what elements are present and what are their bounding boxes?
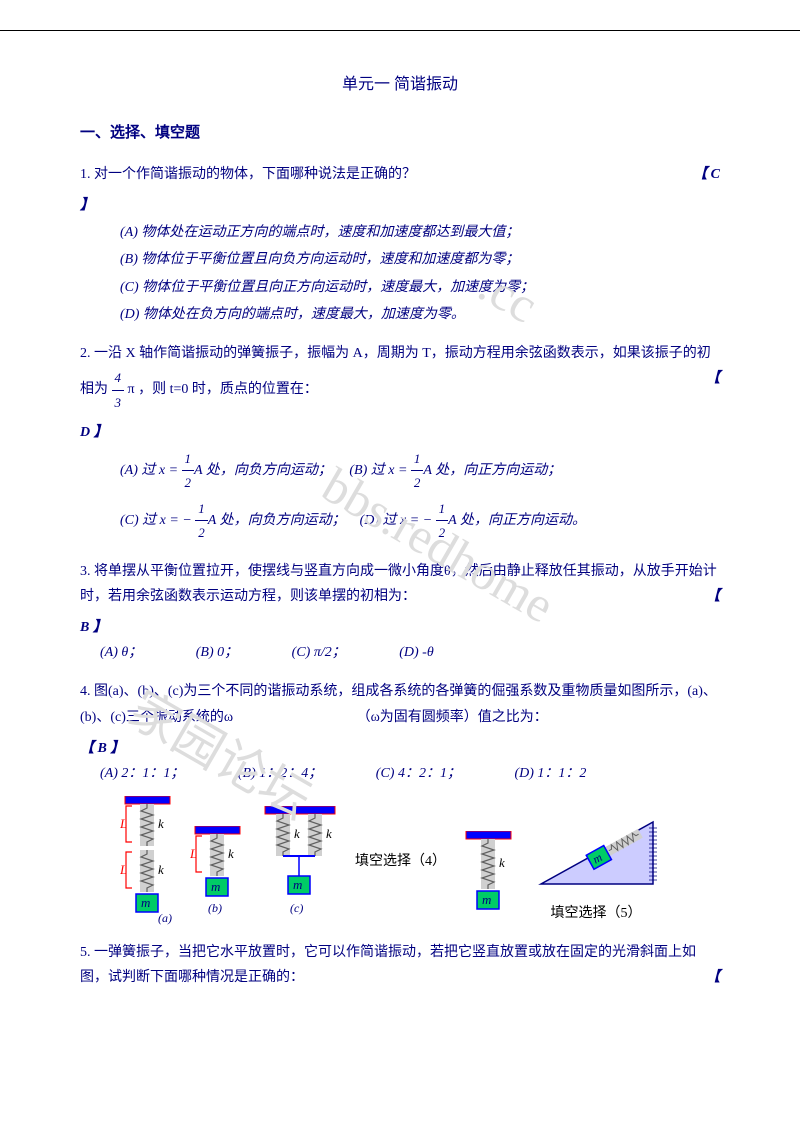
label-k: k	[158, 862, 164, 877]
q3-opt-b: (B) 0；	[196, 640, 238, 665]
q5-answer-bracket: 【	[706, 965, 720, 990]
q2-answer-bracket: 【	[706, 366, 720, 391]
q4-opt-c: (C) 4：2：1；	[376, 761, 461, 786]
q1-options: (A) 物体处在运动正方向的端点时，速度和加速度都达到最大值； (B) 物体位于…	[120, 220, 720, 327]
label-b: (b)	[208, 901, 222, 915]
q4-answer: 【 B 】	[80, 736, 720, 761]
q2-answer-close: D 】	[80, 420, 720, 445]
q3-opt-c: (C) π/2；	[292, 640, 346, 665]
q3-options: (A) θ； (B) 0； (C) π/2； (D) -θ	[100, 640, 720, 665]
question-1: 1. 对一个作简谐振动的物体，下面哪种说法是正确的？ 【 C	[80, 162, 720, 187]
q4-options: (A) 2：1：1； (B) 1：2：4； (C) 4：2：1； (D) 1：1…	[100, 761, 720, 786]
page-title: 单元一 简谐振动	[80, 71, 720, 100]
q1-answer: C	[711, 167, 720, 182]
q1-opt-a: (A) 物体处在运动正方向的端点时，速度和加速度都达到最大值；	[120, 220, 720, 245]
q4-opt-a: (A) 2：1：1；	[100, 761, 184, 786]
label-m: m	[293, 877, 302, 892]
label-L: L	[190, 846, 197, 861]
q3-opt-d: (D) -θ	[399, 640, 433, 665]
q3-opt-a: (A) θ；	[100, 640, 142, 665]
section-heading: 一、选择、填空题	[80, 120, 720, 147]
q2-opt-cd: (C) 过 x = − 12A 处，向负方向运动； (D) 过 x = − 12…	[120, 497, 720, 545]
label-m: m	[211, 879, 220, 894]
q1-answer-bracket: 【 C	[693, 162, 720, 187]
q2-options: (A) 过 x = 12A 处，向负方向运动； (B) 过 x = 12A 处，…	[120, 447, 720, 545]
figure-d: k m	[461, 831, 516, 926]
q1-stem: 1. 对一个作简谐振动的物体，下面哪种说法是正确的？	[80, 167, 416, 182]
q4-stem-b: （ω为固有圆频率）值之比为：	[357, 710, 548, 725]
label-k: k	[228, 846, 234, 861]
label-m: m	[482, 892, 491, 907]
q4-figures: L L k k m (a) L k m (b) k	[120, 796, 720, 926]
question-3: 3. 将单摆从平衡位置拉开，使摆线与竖直方向成一微小角度θ，然后由静止释放任其振…	[80, 559, 720, 609]
label-c: (c)	[290, 901, 303, 915]
page-content: 单元一 简谐振动 一、选择、填空题 1. 对一个作简谐振动的物体，下面哪种说法是…	[0, 30, 800, 1037]
label-k: k	[499, 855, 505, 870]
q5-stem: 5. 一弹簧振子，当把它水平放置时，它可以作简谐振动，若把它竖直放置或放在固定的…	[80, 945, 696, 985]
label-k: k	[326, 826, 332, 841]
fig5-caption: 填空选择（5）	[531, 901, 661, 926]
figure-b: L k m (b)	[190, 826, 245, 926]
label-m: m	[141, 895, 150, 910]
figure-e-wrap: m 填空选择（5）	[531, 812, 661, 926]
q3-answer-close: B 】	[80, 615, 720, 640]
label-k: k	[294, 826, 300, 841]
question-2: 2. 一沿 X 轴作简谐振动的弹簧振子，振幅为 A，周期为 T，振动方程用余弦函…	[80, 341, 720, 414]
figure-e: m	[531, 812, 661, 892]
q4-opt-d: (D) 1：1：2	[514, 761, 586, 786]
q4-opt-b: (B) 1：2：4；	[238, 761, 322, 786]
label-k: k	[158, 816, 164, 831]
q1-opt-b: (B) 物体位于平衡位置且向负方向运动时，速度和加速度都为零；	[120, 247, 720, 272]
question-5: 5. 一弹簧振子，当把它水平放置时，它可以作简谐振动，若把它竖直放置或放在固定的…	[80, 940, 720, 990]
question-4: 4. 图(a)、(b)、(c)为三个不同的谐振动系统，组成各系统的各弹簧的倔强系…	[80, 679, 720, 729]
q1-opt-c: (C) 物体位于平衡位置且向正方向运动时，速度最大，加速度为零；	[120, 275, 720, 300]
figure-c: k k m (c)	[260, 806, 340, 926]
q2-opt-ab: (A) 过 x = 12A 处，向负方向运动； (B) 过 x = 12A 处，…	[120, 447, 720, 495]
q2-stem-b: π ，则 t=0 时，质点的位置在：	[128, 382, 318, 397]
label-a: (a)	[158, 911, 172, 925]
q2-fraction: 43	[112, 366, 125, 414]
fig4-caption: 填空选择（4）	[355, 849, 446, 874]
q1-answer-close: 】	[80, 193, 720, 218]
q1-opt-d: (D) 物体处在负方向的端点时，速度最大，加速度为零。	[120, 302, 720, 327]
q3-answer-bracket: 【	[706, 584, 720, 609]
label-L: L	[120, 862, 127, 877]
q3-stem: 3. 将单摆从平衡位置拉开，使摆线与竖直方向成一微小角度θ，然后由静止释放任其振…	[80, 564, 717, 604]
figure-a: L L k k m (a)	[120, 796, 175, 926]
label-L: L	[120, 816, 127, 831]
